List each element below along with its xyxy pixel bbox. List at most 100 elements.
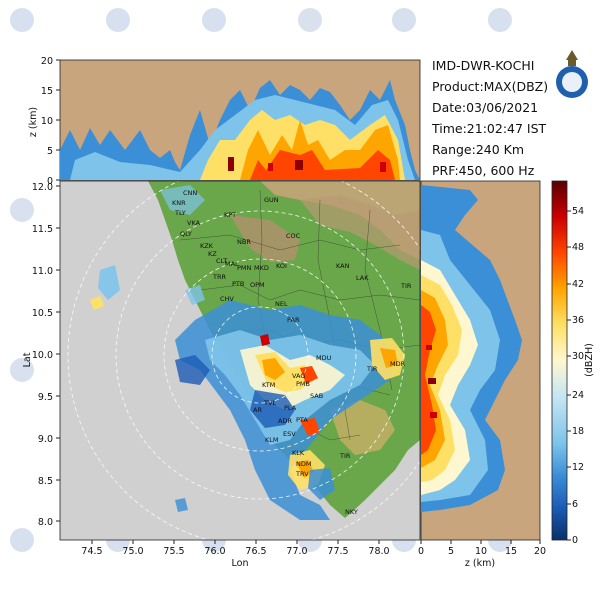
colorbar-tick: 54 [572, 206, 584, 217]
lon-tick: 77.0 [286, 546, 307, 557]
colorbar-tick: 48 [572, 242, 584, 253]
site-label: TRR [212, 273, 226, 281]
right-z-tick: 15 [505, 546, 517, 557]
right-panel-echoes [421, 185, 522, 512]
lon-tick: 75.5 [163, 546, 184, 557]
site-label: PTA [296, 416, 308, 424]
map-ylabel: Lat [22, 352, 33, 367]
colorbar-tick: 42 [572, 279, 584, 290]
top-z-tick: 20 [41, 56, 53, 67]
lon-tick: 74.5 [81, 546, 102, 557]
site-label: OPM [250, 281, 265, 289]
site-label: NKY [345, 508, 358, 516]
lon-tick: 75.0 [122, 546, 143, 557]
top-z-tick: 5 [47, 146, 53, 157]
colorbar-tick: 6 [572, 499, 578, 510]
site-label: VKA [187, 219, 201, 227]
site-label: AR [253, 406, 262, 414]
site-label: TVL [263, 399, 276, 407]
right-panel-xlabel: z (km) [465, 558, 495, 569]
site-label: TIR [366, 365, 378, 373]
lat-tick: 10.5 [32, 308, 53, 319]
site-label: CLT [216, 257, 227, 265]
lat-tick: 8.0 [38, 517, 53, 528]
top-panel-ylabel: z (km) [28, 107, 39, 137]
site-label: KLK [292, 449, 305, 457]
site-label: TLY [174, 209, 186, 217]
lon-tick: 76.0 [204, 546, 225, 557]
prf-text: PRF:450, 600 Hz [432, 163, 535, 178]
right-z-tick: 0 [418, 546, 424, 557]
lat-tick: 9.0 [38, 434, 53, 445]
top-z-tick: 15 [41, 86, 53, 97]
site-label: KZK [200, 242, 214, 250]
right-z-tick: 10 [475, 546, 487, 557]
site-labels: CNN KNR TLY KPT GUN VKA QLY KZK NBR COC … [172, 189, 412, 516]
site-label: SAB [310, 392, 323, 400]
site-label: TIR [339, 452, 351, 460]
site-label: KLM [265, 436, 279, 444]
imd-logo [556, 50, 588, 98]
site-label: MKD [254, 264, 269, 272]
station-name: IMD-DWR-KOCHI [432, 58, 535, 73]
time-text: Time:21:02:47 IST [432, 121, 547, 136]
lat-tick: 8.5 [38, 476, 53, 487]
site-label: NBR [237, 238, 251, 246]
site-label: PAR [287, 316, 300, 324]
site-label: ADR [278, 417, 292, 425]
top-z-tick: 10 [41, 116, 53, 127]
lat-tick: 10.0 [32, 350, 53, 361]
site-label: KTM [262, 381, 275, 389]
site-label: MDR [390, 360, 406, 368]
lon-tick: 78.0 [368, 546, 389, 557]
colorbar-tick: 0 [572, 535, 578, 546]
site-label: GUN [264, 196, 279, 204]
site-label: ESV [283, 430, 296, 438]
site-label: PLA [284, 404, 297, 412]
map-panel: CNN KNR TLY KPT GUN VKA QLY KZK NBR COC … [22, 180, 421, 569]
right-z-tick: 5 [448, 546, 454, 557]
lat-tick: 11.5 [32, 224, 53, 235]
top-height-panel: 0 5 10 15 20 z (km) [28, 56, 421, 187]
site-label: MDU [316, 354, 332, 362]
lon-axis: 74.5 75.0 75.5 76.0 76.5 77.0 77.5 78.0 … [81, 540, 390, 569]
site-label: VAG [292, 372, 305, 380]
right-z-tick: 20 [534, 546, 546, 557]
site-label: COC [286, 232, 301, 240]
colorbar-tick: 30 [572, 351, 584, 362]
site-label: PTB [232, 280, 244, 288]
site-label: PMB [296, 380, 310, 388]
colorbar-tick: 36 [572, 315, 584, 326]
site-label: MAL [225, 260, 239, 268]
top-panel-echoes [60, 80, 420, 180]
site-label: CHV [220, 295, 234, 303]
site-label: KPT [224, 211, 236, 219]
site-label: NDM [296, 460, 311, 468]
site-label: KNR [172, 199, 186, 207]
colorbar: 0 6 12 18 24 30 36 42 48 54 (dBZH) [551, 180, 595, 546]
range-rings [67, 181, 420, 540]
colorbar-label: (dBZH) [584, 343, 595, 377]
site-label: KOI [276, 262, 287, 270]
colorbar-tick: 12 [572, 462, 584, 473]
site-label: KZ [208, 250, 217, 258]
map-echoes [90, 185, 405, 520]
site-label: TIR [400, 282, 412, 290]
top-z-tick: 0 [47, 176, 53, 187]
range-text: Range:240 Km [432, 142, 525, 157]
lat-tick: 11.0 [32, 266, 53, 277]
colorbar-tick: 18 [572, 426, 584, 437]
right-height-panel: 0 5 10 15 20 z (km) [418, 180, 546, 569]
site-label: PMN [237, 264, 252, 272]
product-name: Product:MAX(DBZ) [432, 79, 549, 94]
site-label: QLY [180, 230, 192, 238]
site-label: LAK [356, 274, 369, 282]
lat-tick: 9.5 [38, 392, 53, 403]
colorbar-tick: 24 [572, 390, 584, 401]
lon-tick: 77.5 [327, 546, 348, 557]
site-label: NEL [275, 300, 288, 308]
site-label: KAN [336, 262, 350, 270]
site-label: TRV [295, 470, 309, 478]
